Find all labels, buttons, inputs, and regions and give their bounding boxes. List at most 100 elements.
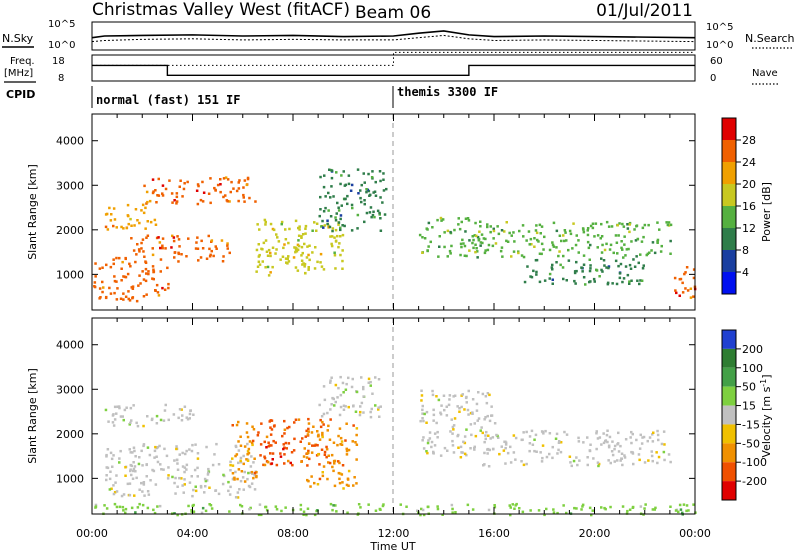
vel-cell-1 bbox=[155, 414, 159, 418]
vel-cell-8 bbox=[152, 508, 155, 512]
power-cell-7 bbox=[449, 230, 452, 234]
power-cell-5 bbox=[337, 223, 340, 226]
velocity-colorbar-label-exp: -1 bbox=[759, 379, 768, 387]
power-heatmap bbox=[93, 168, 697, 303]
vel-cell-6 bbox=[461, 393, 464, 396]
vel-cell-6 bbox=[466, 408, 470, 412]
power-cell-8 bbox=[563, 239, 566, 243]
power-cell-8 bbox=[487, 243, 491, 247]
vel-cell-6 bbox=[426, 451, 429, 455]
power-cell-5 bbox=[339, 253, 342, 257]
vel-cell-2 bbox=[239, 435, 242, 438]
vel-cell-8 bbox=[240, 505, 244, 508]
power-cell-1 bbox=[151, 247, 154, 250]
vel-cell-8 bbox=[405, 505, 408, 508]
vel-cell-3 bbox=[323, 453, 327, 456]
vel-cell-1 bbox=[159, 418, 163, 422]
vel-cell-6 bbox=[443, 408, 446, 412]
vel-cell-7 bbox=[541, 430, 545, 434]
vel-cbar-label-6: -100 bbox=[742, 456, 767, 469]
vel-cell-2 bbox=[253, 471, 257, 475]
power-cell-1 bbox=[130, 237, 133, 240]
vel-cell-8 bbox=[590, 513, 593, 517]
vel-cell-6 bbox=[421, 408, 424, 412]
vel-cell-3 bbox=[292, 449, 296, 452]
vel-cell-0 bbox=[175, 445, 178, 448]
power-cell-5 bbox=[305, 256, 309, 259]
vel-cell-0 bbox=[243, 470, 246, 474]
vel-cell-6 bbox=[432, 452, 435, 455]
power-cell-3 bbox=[242, 186, 245, 189]
power-cell-7 bbox=[459, 242, 463, 246]
power-cell-1 bbox=[173, 256, 176, 259]
power-cell-8 bbox=[607, 225, 611, 228]
power-cell-0 bbox=[102, 286, 105, 289]
vel-cell-3 bbox=[263, 463, 267, 467]
power-cell-5 bbox=[330, 244, 334, 248]
power-cell-9 bbox=[605, 266, 608, 269]
power-cell-6 bbox=[363, 181, 366, 184]
vel-cell-3 bbox=[271, 458, 274, 461]
vel-cell-0 bbox=[231, 477, 235, 481]
power-cell-4 bbox=[261, 260, 264, 263]
vel-cell-7 bbox=[542, 432, 545, 435]
power-cell-8 bbox=[530, 243, 533, 246]
power-cell-3 bbox=[246, 177, 250, 181]
vel-cell-1 bbox=[121, 415, 124, 418]
vel-cell-0 bbox=[196, 475, 199, 478]
vel-cell-3 bbox=[287, 442, 291, 445]
power-cell-6 bbox=[370, 215, 373, 219]
power-cell-3 bbox=[164, 187, 168, 191]
power-cell-10 bbox=[684, 271, 687, 274]
vel-cell-0 bbox=[152, 469, 156, 473]
power-cell-6 bbox=[331, 229, 334, 233]
power-cell-2 bbox=[136, 219, 139, 222]
power-cell-6 bbox=[326, 222, 329, 226]
vel-ytick-label-1000: 1000 bbox=[56, 472, 84, 485]
power-cell-5 bbox=[333, 254, 337, 257]
vel-cell-0 bbox=[132, 461, 135, 464]
power-cell-6 bbox=[330, 185, 333, 188]
vel-cell-2 bbox=[246, 435, 250, 439]
vel-cell-7 bbox=[629, 436, 632, 439]
power-cell-6 bbox=[329, 215, 333, 218]
power-cell-8 bbox=[535, 231, 539, 235]
vel-cell-0 bbox=[206, 473, 210, 476]
power-cell-1 bbox=[196, 236, 199, 239]
vel-cell-7 bbox=[667, 453, 671, 456]
vel-cell-4 bbox=[344, 439, 347, 442]
power-cell-6 bbox=[327, 209, 330, 212]
power-cell-6 bbox=[339, 214, 343, 217]
vel-cell-8 bbox=[426, 505, 430, 509]
vel-cell-1 bbox=[123, 408, 127, 412]
vel-cell-0 bbox=[242, 454, 245, 458]
power-cell-6 bbox=[363, 220, 366, 224]
power-cell-0 bbox=[151, 277, 154, 280]
power-cell-6 bbox=[343, 197, 346, 201]
power-cell-5 bbox=[307, 268, 310, 271]
vel-cell-1 bbox=[112, 413, 115, 416]
vel-cell-3 bbox=[322, 423, 325, 426]
vel-cell-5 bbox=[344, 388, 348, 391]
power-cell-0 bbox=[151, 265, 155, 268]
vel-cell-7 bbox=[551, 456, 554, 460]
vel-cell-0 bbox=[133, 449, 136, 453]
power-cell-9 bbox=[582, 276, 586, 279]
power-cell-6 bbox=[363, 202, 366, 206]
power-cell-8 bbox=[618, 222, 621, 225]
vel-cell-1 bbox=[119, 415, 123, 418]
vel-cell-6 bbox=[422, 447, 426, 450]
vel-cell-3 bbox=[263, 457, 267, 460]
power-cell-7 bbox=[473, 234, 476, 237]
vel-cell-1 bbox=[172, 413, 176, 416]
power-cell-10 bbox=[681, 281, 684, 285]
vel-cell-8 bbox=[210, 507, 214, 510]
vel-cell-8 bbox=[416, 509, 419, 512]
vel-cell-6 bbox=[419, 419, 422, 423]
vel-cell-0 bbox=[229, 463, 232, 467]
vel-cell-7 bbox=[596, 437, 600, 440]
power-cell-9 bbox=[535, 273, 538, 276]
vel-cell-0 bbox=[148, 453, 152, 457]
power-cell-5 bbox=[311, 251, 314, 254]
vel-cell-8 bbox=[537, 509, 541, 512]
